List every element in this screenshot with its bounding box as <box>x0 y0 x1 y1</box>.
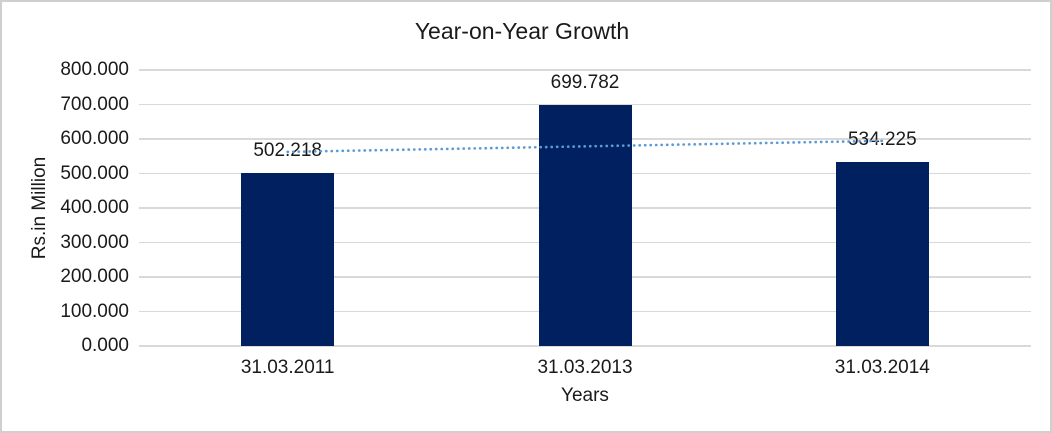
bar-31.03.2014 <box>835 161 929 346</box>
y-axis-tick-label: 500.000 <box>60 162 129 184</box>
y-axis-tick-label: 300.000 <box>60 231 129 253</box>
x-axis-tick-label: 31.03.2013 <box>537 357 633 378</box>
y-axis-tick-label: 400.000 <box>60 197 129 218</box>
bar-31.03.2011 <box>241 172 335 346</box>
x-axis-tick-label: 31.03.2011 <box>240 357 335 378</box>
bar-data-label: 502.218 <box>253 139 322 161</box>
y-axis-tick-label: 0.000 <box>81 335 129 356</box>
gridline <box>139 69 1031 71</box>
x-axis-title: Years <box>561 385 609 406</box>
y-axis-tick-label: 100.000 <box>60 300 129 322</box>
y-axis-tick-label: 600.000 <box>60 128 129 149</box>
bar-data-label: 699.782 <box>550 71 620 93</box>
bar-31.03.2013 <box>538 104 632 346</box>
chart-title: Year-on-Year Growth <box>414 18 630 44</box>
gridline <box>139 103 1031 106</box>
gridline <box>139 345 1031 347</box>
y-axis-tick-label: 200.000 <box>60 266 129 287</box>
x-axis-tick-label: 31.03.2014 <box>834 357 930 378</box>
y-axis-tick-label: 700.000 <box>60 93 129 115</box>
y-axis-tick-label: 800.000 <box>60 59 129 80</box>
bar-data-label: 534.225 <box>847 128 917 150</box>
